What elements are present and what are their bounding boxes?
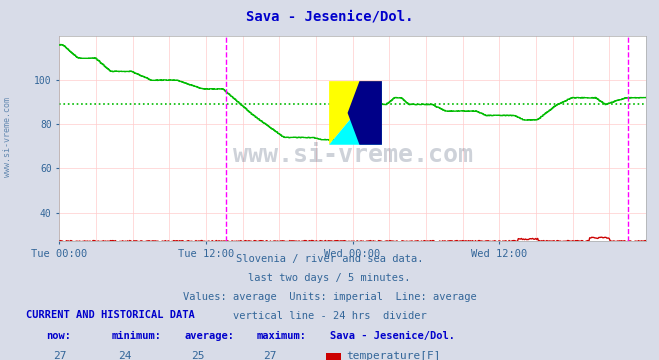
Polygon shape — [329, 81, 382, 145]
Polygon shape — [329, 81, 382, 145]
Text: Sava - Jesenice/Dol.: Sava - Jesenice/Dol. — [330, 331, 455, 341]
Text: last two days / 5 minutes.: last two days / 5 minutes. — [248, 273, 411, 283]
Text: maximum:: maximum: — [257, 331, 307, 341]
Text: Slovenia / river and sea data.: Slovenia / river and sea data. — [236, 254, 423, 264]
Text: temperature[F]: temperature[F] — [346, 351, 440, 360]
Text: vertical line - 24 hrs  divider: vertical line - 24 hrs divider — [233, 311, 426, 321]
Text: Sava - Jesenice/Dol.: Sava - Jesenice/Dol. — [246, 9, 413, 23]
Polygon shape — [347, 81, 382, 145]
Text: www.si-vreme.com: www.si-vreme.com — [3, 97, 13, 177]
Text: www.si-vreme.com: www.si-vreme.com — [233, 143, 473, 167]
Text: CURRENT AND HISTORICAL DATA: CURRENT AND HISTORICAL DATA — [26, 310, 195, 320]
Text: 25: 25 — [191, 351, 204, 360]
Text: 27: 27 — [53, 351, 66, 360]
Text: 24: 24 — [119, 351, 132, 360]
Text: minimum:: minimum: — [112, 331, 162, 341]
Text: 27: 27 — [264, 351, 277, 360]
Text: average:: average: — [185, 331, 235, 341]
Text: now:: now: — [46, 331, 71, 341]
Text: Values: average  Units: imperial  Line: average: Values: average Units: imperial Line: av… — [183, 292, 476, 302]
